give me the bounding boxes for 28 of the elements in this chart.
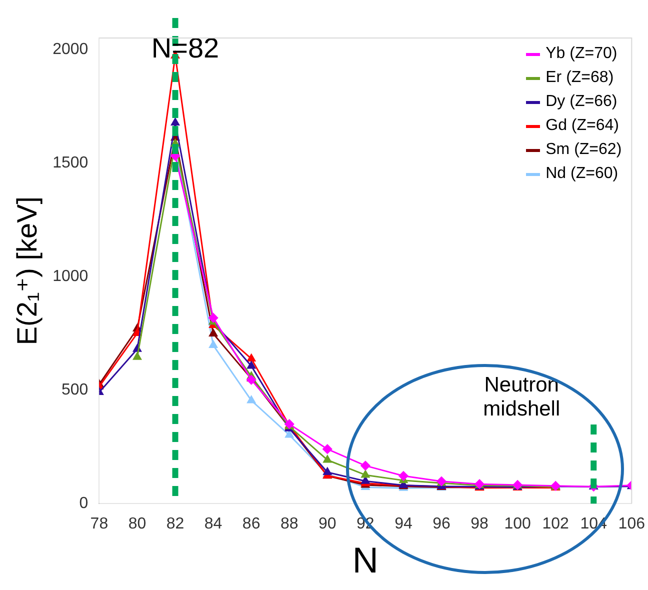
legend-label: Dy (Z=66)	[546, 92, 618, 112]
ref-line-label: N=82	[151, 32, 220, 64]
legend-label: Gd (Z=64)	[546, 116, 619, 136]
legend-label: Nd (Z=60)	[546, 164, 618, 184]
x-tick-label: 86	[242, 516, 260, 533]
y-tick-label: 500	[61, 381, 88, 398]
x-axis-title: N	[352, 539, 378, 580]
y-tick-label: 1500	[52, 154, 88, 172]
x-tick-label: 100	[504, 516, 531, 533]
x-tick-label: 94	[394, 516, 412, 533]
x-tick-label: 90	[318, 516, 336, 533]
x-tick-label: 88	[280, 516, 298, 533]
x-tick-label: 78	[90, 516, 108, 533]
legend-label: Yb (Z=70)	[546, 44, 618, 64]
y-tick-label: 2000	[52, 40, 88, 58]
x-tick-label: 82	[166, 516, 184, 533]
x-tick-label: 96	[432, 516, 450, 533]
x-tick-label: 98	[470, 516, 489, 533]
y-tick-label: 1000	[52, 268, 88, 285]
x-tick-label: 84	[204, 516, 222, 533]
y-axis-title: E(2₁⁺) [keV]	[12, 196, 43, 346]
legend-label: Sm (Z=62)	[546, 140, 622, 160]
legend-label: Er (Z=68)	[546, 68, 614, 88]
x-tick-label: 106	[618, 516, 646, 533]
ref-line-label: Neutron midshell	[483, 374, 560, 421]
x-tick-label: 102	[542, 516, 570, 533]
x-tick-label: 80	[128, 516, 146, 533]
y-tick-label: 0	[79, 495, 88, 512]
